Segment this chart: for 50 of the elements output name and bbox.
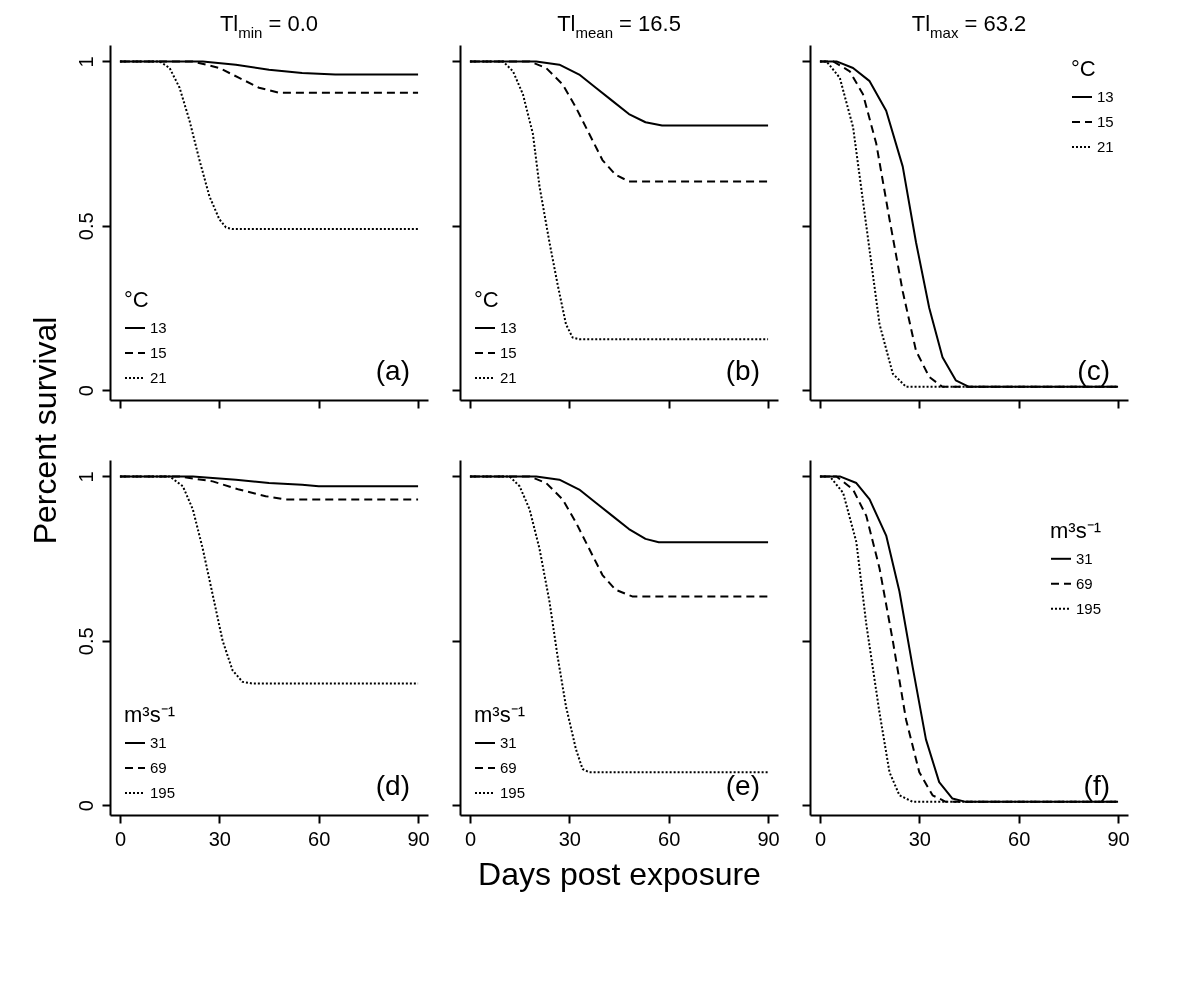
legend-title: m³s⁻¹	[474, 702, 525, 727]
y-tick-label: 0	[74, 385, 97, 397]
legend-label: 15	[500, 344, 517, 361]
annotation: (f)	[1083, 770, 1110, 801]
annotation: (c)	[1077, 355, 1110, 386]
x-tick-label: 0	[114, 827, 126, 850]
y-tick-label: 0.5	[74, 627, 97, 656]
y-tick-label: 1	[74, 56, 97, 68]
x-tick-label: 30	[908, 827, 931, 850]
annotation: (b)	[725, 355, 760, 386]
x-tick-label: 90	[757, 827, 780, 850]
legend-label: 15	[1097, 113, 1114, 130]
x-tick-label: 90	[1107, 827, 1130, 850]
annotation: (a)	[375, 355, 410, 386]
legend-label: 15	[150, 344, 167, 361]
legend-label: 31	[500, 734, 517, 751]
legend-title: m³s⁻¹	[1050, 517, 1101, 543]
legend-label: 13	[1097, 88, 1114, 105]
x-tick-label: 0	[814, 827, 826, 850]
legend-title: m³s⁻¹	[124, 702, 175, 727]
legend-label: 195	[150, 784, 176, 801]
legend-label: 69	[150, 759, 167, 776]
y-tick-label: 0.5	[74, 212, 97, 241]
legend-label: 69	[500, 759, 517, 776]
legend-label: 31	[1076, 549, 1093, 567]
x-tick-label: 0	[464, 827, 476, 850]
x-tick-label: 60	[308, 827, 331, 850]
x-tick-label: 30	[558, 827, 581, 850]
legend-label: 69	[1076, 574, 1093, 592]
legend-title: °C	[474, 287, 499, 312]
legend-label: 195	[1076, 599, 1102, 617]
x-axis-title: Days post exposure	[478, 855, 761, 892]
legend-title: °C	[1071, 56, 1096, 81]
legend-label: 21	[150, 369, 167, 386]
legend-label: 13	[150, 319, 167, 336]
legend-label: 31	[150, 734, 167, 751]
annotation: (d)	[375, 770, 410, 801]
y-axis-title: Percent survival	[26, 316, 63, 545]
x-tick-label: 60	[658, 827, 681, 850]
legend-label: 195	[500, 784, 526, 801]
legend-label: 21	[500, 369, 517, 386]
x-tick-label: 90	[407, 827, 430, 850]
x-tick-label: 30	[208, 827, 231, 850]
y-tick-label: 1	[74, 471, 97, 483]
x-tick-label: 60	[1008, 827, 1031, 850]
legend-label: 13	[500, 319, 517, 336]
legend-label: 21	[1097, 138, 1114, 155]
annotation: (e)	[725, 770, 760, 801]
legend-title: °C	[124, 287, 149, 312]
y-tick-label: 0	[74, 800, 97, 812]
